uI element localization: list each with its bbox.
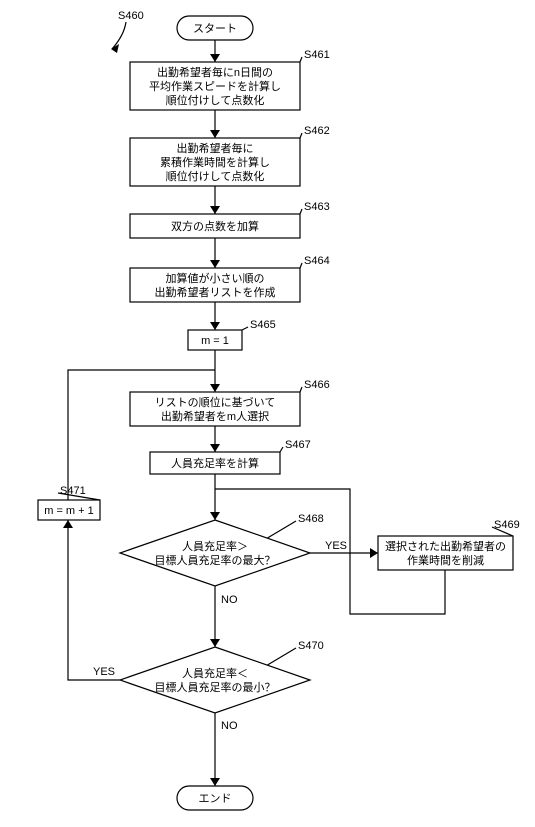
svg-text:YES: YES [325,540,347,552]
svg-text:NO: NO [221,720,238,732]
svg-text:S470: S470 [298,640,324,652]
svg-text:S460: S460 [118,10,144,22]
svg-text:順位付けして点数化: 順位付けして点数化 [166,169,265,183]
svg-text:NO: NO [221,594,238,606]
svg-text:選択された出勤希望者の: 選択された出勤希望者の [385,539,506,553]
svg-text:スタート: スタート [193,22,237,35]
svg-text:YES: YES [93,666,115,678]
svg-text:出勤希望者をm人選択: 出勤希望者をm人選択 [161,409,269,423]
svg-text:S465: S465 [250,319,276,331]
svg-text:順位付けして点数化: 順位付けして点数化 [166,93,265,107]
svg-text:作業時間を削減: 作業時間を削減 [407,553,484,567]
svg-text:人員充足率＜: 人員充足率＜ [182,666,248,680]
svg-text:加算値が小さい順の: 加算値が小さい順の [166,271,265,285]
svg-text:目標人員充足率の最小？: 目標人員充足率の最小？ [155,680,276,694]
svg-text:S464: S464 [304,255,330,267]
svg-text:エンド: エンド [199,793,232,805]
svg-text:m = 1: m = 1 [201,335,229,347]
svg-text:出勤希望者毎に: 出勤希望者毎に [177,141,254,155]
svg-text:双方の点数を加算: 双方の点数を加算 [171,219,259,233]
svg-text:S461: S461 [304,49,330,61]
svg-text:人員充足率を計算: 人員充足率を計算 [171,456,259,470]
svg-text:S467: S467 [285,439,311,451]
svg-text:S469: S469 [494,519,520,531]
svg-text:m = m + 1: m = m + 1 [44,505,94,517]
svg-text:出勤希望者毎にn日間の: 出勤希望者毎にn日間の [157,65,273,79]
svg-text:S463: S463 [304,201,330,213]
svg-text:S468: S468 [298,513,324,525]
svg-text:目標人員充足率の最大？: 目標人員充足率の最大？ [155,553,276,567]
svg-text:人員充足率＞: 人員充足率＞ [182,539,248,553]
svg-text:出勤希望者リストを作成: 出勤希望者リストを作成 [155,285,276,299]
svg-text:平均作業スピードを計算し: 平均作業スピードを計算し [149,79,281,93]
svg-text:S471: S471 [60,485,86,497]
svg-text:リストの順位に基づいて: リストの順位に基づいて [155,395,276,409]
svg-text:S462: S462 [304,125,330,137]
svg-text:S466: S466 [304,379,330,391]
svg-text:累積作業時間を計算し: 累積作業時間を計算し [160,155,270,169]
